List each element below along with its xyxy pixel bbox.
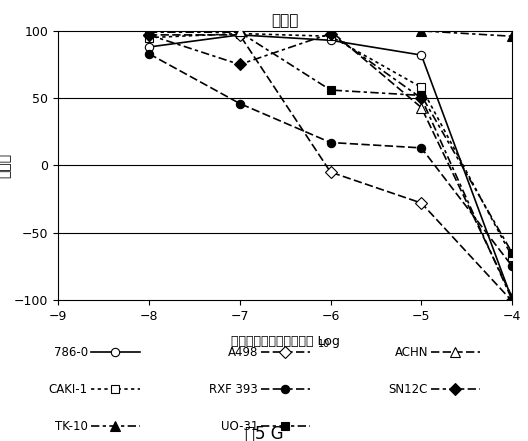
Text: TK-10: TK-10: [55, 420, 88, 433]
Text: SN12C: SN12C: [389, 383, 428, 396]
Text: RXF 393: RXF 393: [209, 383, 258, 396]
Text: UO-31: UO-31: [221, 420, 258, 433]
Text: ACHN: ACHN: [394, 346, 428, 359]
Text: 図5 G: 図5 G: [244, 425, 284, 441]
Text: A498: A498: [228, 346, 258, 359]
Text: CAKI-1: CAKI-1: [49, 383, 88, 396]
Text: サンプル濃度（モル）の Log: サンプル濃度（モル）の Log: [231, 335, 340, 348]
Text: 786-0: 786-0: [54, 346, 88, 359]
Title: 腎臓癌: 腎臓癌: [271, 13, 299, 28]
Text: 10: 10: [317, 339, 330, 349]
Y-axis label: 増殖率: 増殖率: [0, 153, 11, 178]
